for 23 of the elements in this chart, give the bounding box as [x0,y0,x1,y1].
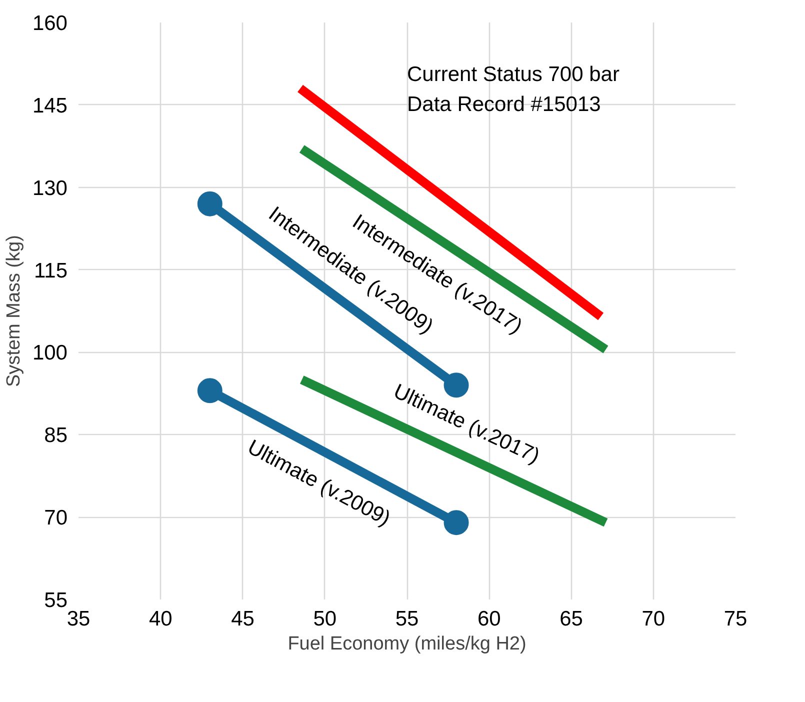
y-tick-label: 55 [44,589,68,612]
y-tick-label: 85 [44,424,68,448]
x-tick-label: 65 [560,608,583,630]
y-axis-title: System Mass (kg) [3,234,24,388]
y-tick-label: 100 [32,342,68,365]
x-tick-label: 60 [477,608,501,630]
y-tick-label: 70 [44,506,68,530]
x-tick-label: 45 [231,608,254,630]
y-tick-label: 160 [32,12,68,35]
y-tick-label: 145 [32,94,68,118]
annotation: Current Status 700 bar Data Record #15013 [407,62,620,116]
x-tick-label: 35 [66,608,90,630]
x-tick-label: 55 [395,608,419,630]
point [197,378,222,404]
y-tick-label: 115 [34,259,68,282]
y-tick-label: 130 [32,176,68,200]
point [444,510,469,536]
x-tick-label: 70 [642,608,666,630]
x-tick-label: 75 [724,608,748,630]
x-tick-label: 50 [313,608,337,630]
x-axis-title: Fuel Economy (miles/kg H2) [288,634,526,654]
point [197,191,222,216]
x-tick-label: 40 [148,608,172,630]
